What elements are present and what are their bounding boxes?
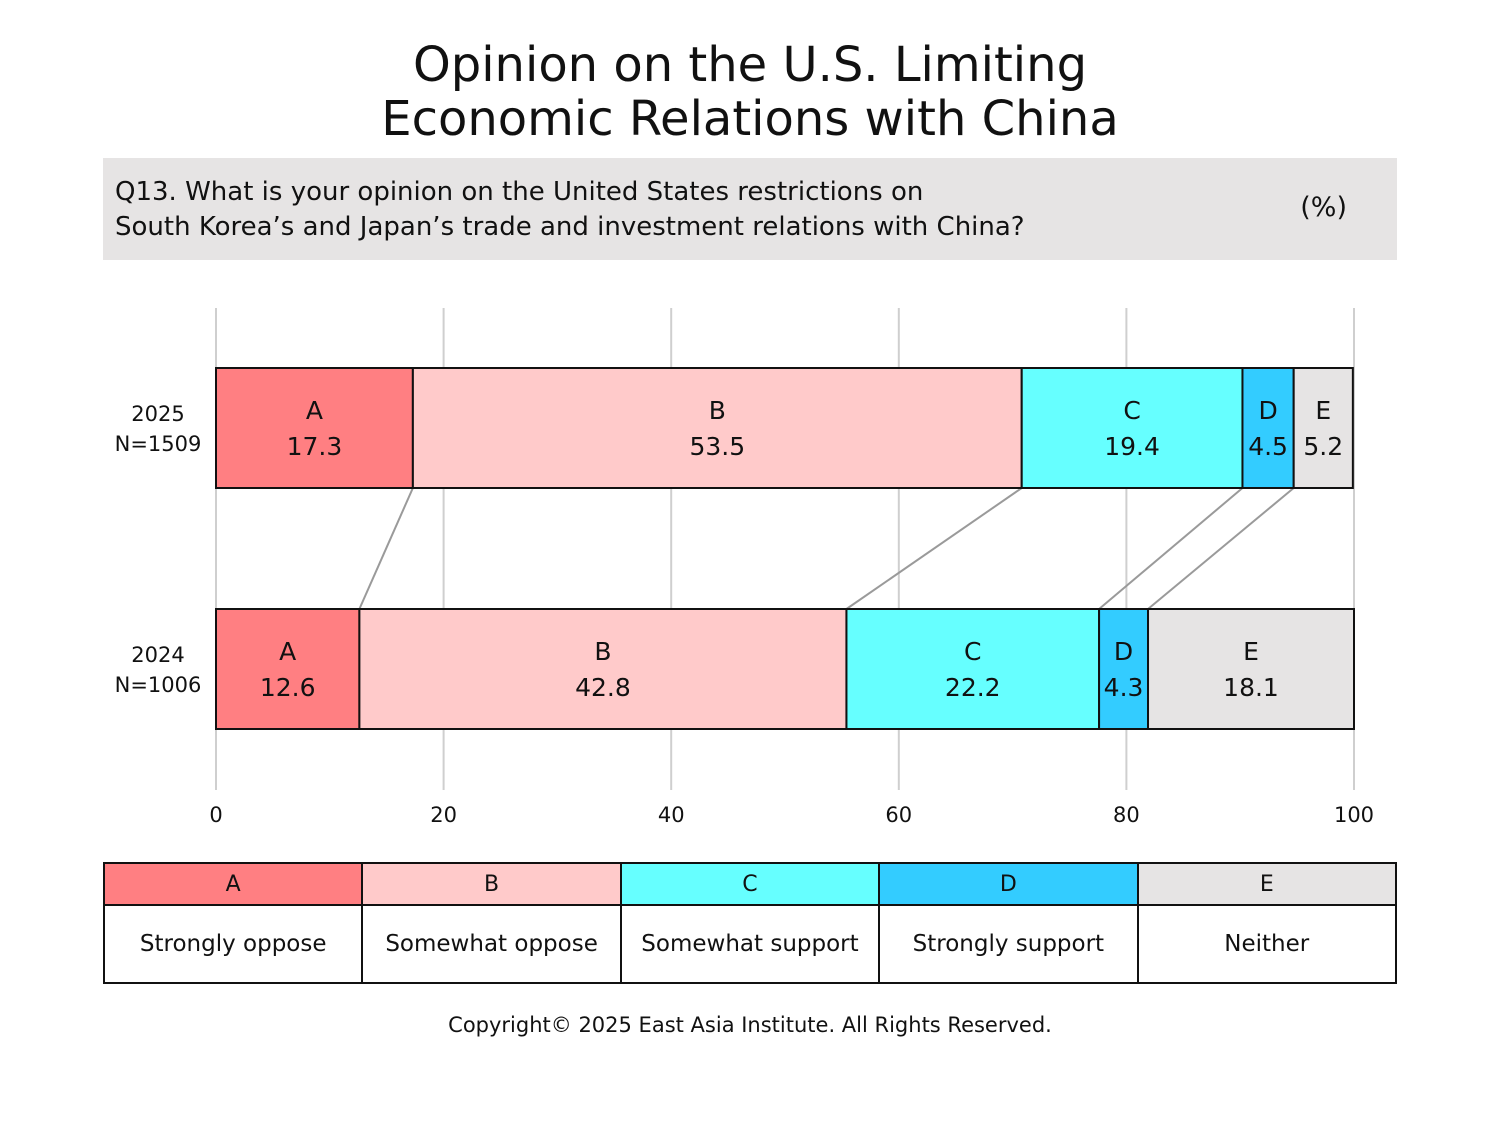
segment-key-2024-b: B [594,637,611,666]
question-line-1: Q13. What is your opinion on the United … [115,177,924,207]
segment-key-2025-a: A [306,396,323,425]
segment-key-2024-a: A [279,637,296,666]
chart-title-line-1: Opinion on the U.S. Limiting [412,37,1088,93]
x-tick-label-0: 0 [209,803,222,827]
data-label-2025-b: 53.5 [689,432,745,461]
data-label-2024-e: 18.1 [1223,673,1279,702]
category-n-2024: N=1006 [115,673,202,697]
legend-label-b: Somewhat oppose [361,904,622,984]
legend-key-b: B [361,862,622,906]
legend-label-e: Neither [1136,904,1398,984]
bar-2024-a [215,608,361,730]
chart-title: Opinion on the U.S. Limiting Economic Re… [0,38,1500,146]
segment-key-2024-e: E [1243,637,1259,666]
bar-2025-e [1292,367,1354,489]
category-n-2025: N=1509 [115,432,202,456]
stacked-bar-chart: 0 20 40 60 80 100 A 17.3 B 53.5 C 19.4 D 4.5 E 5.2 2025 N… [115,308,1374,827]
segment-key-2025-c: C [1123,396,1140,425]
bar-2025-c [1020,367,1244,489]
x-tick-label-40: 40 [658,803,685,827]
bar-2025-d [1241,367,1295,489]
segment-key-2025-e: E [1315,396,1331,425]
segment-key-2024-c: C [964,637,981,666]
data-label-2025-d: 4.5 [1248,432,1288,461]
legend-label-d: Strongly support [878,904,1139,984]
legend-table: A B C D E Strongly oppose Somewhat oppos… [102,862,1398,984]
data-label-2024-c: 22.2 [945,673,1001,702]
legend-key-a: A [102,862,364,906]
bar-2024-e [1147,608,1355,730]
x-tick-label-80: 80 [1113,803,1140,827]
x-tick-label-60: 60 [885,803,912,827]
bar-2025-a [215,367,414,489]
bar-2024-d [1098,608,1150,730]
legend-key-e: E [1136,862,1398,906]
segment-key-2025-b: B [709,396,726,425]
segment-key-2025-d: D [1258,396,1277,425]
chart-title-line-2: Economic Relations with China [381,91,1119,147]
legend-key-c: C [619,862,881,906]
copyright-text: Copyright© 2025 East Asia Institute. All… [448,1013,1052,1037]
data-label-2024-a: 12.6 [260,673,316,702]
connector-line-a [358,487,414,610]
data-label-2024-d: 4.3 [1104,673,1144,702]
bar-2025-b [411,367,1023,489]
category-year-2025: 2025 [131,402,184,426]
x-tick-label-100: 100 [1334,803,1374,827]
question-text: Q13. What is your opinion on the United … [115,175,1025,245]
segment-key-2024-d: D [1114,637,1133,666]
legend-label-c: Somewhat support [619,904,881,984]
bar-2024-c [845,608,1101,730]
question-box: Q13. What is your opinion on the United … [103,158,1397,260]
x-tick-label-20: 20 [430,803,457,827]
connector-line-d [1147,487,1295,610]
data-label-2024-b: 42.8 [575,673,631,702]
legend-key-d: D [878,862,1139,906]
connector-line-b [845,487,1023,610]
legend-label-a: Strongly oppose [102,904,364,984]
unit-label: (%) [1300,192,1347,223]
connector-line-c [1098,487,1244,610]
data-label-2025-a: 17.3 [287,432,343,461]
category-year-2024: 2024 [131,643,184,667]
bar-2024-b [358,608,848,730]
data-label-2025-c: 19.4 [1104,432,1160,461]
question-line-2: South Korea’s and Japan’s trade and inve… [115,212,1025,242]
data-label-2025-e: 5.2 [1303,432,1343,461]
